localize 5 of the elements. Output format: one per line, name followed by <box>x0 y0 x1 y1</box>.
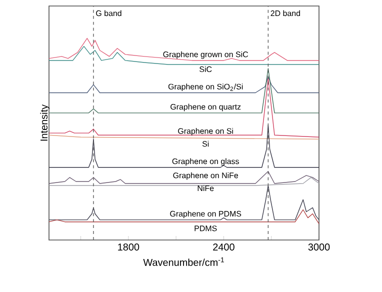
x-tick-label: 1800 <box>118 244 140 251</box>
x-tick-label: 3000 <box>308 244 330 251</box>
x-axis-title: Wavenumber/cm$^{-1}$ <box>143 257 224 266</box>
x-tick-label: 2400 <box>213 244 234 251</box>
y-axis-title: Intensity <box>40 104 50 141</box>
